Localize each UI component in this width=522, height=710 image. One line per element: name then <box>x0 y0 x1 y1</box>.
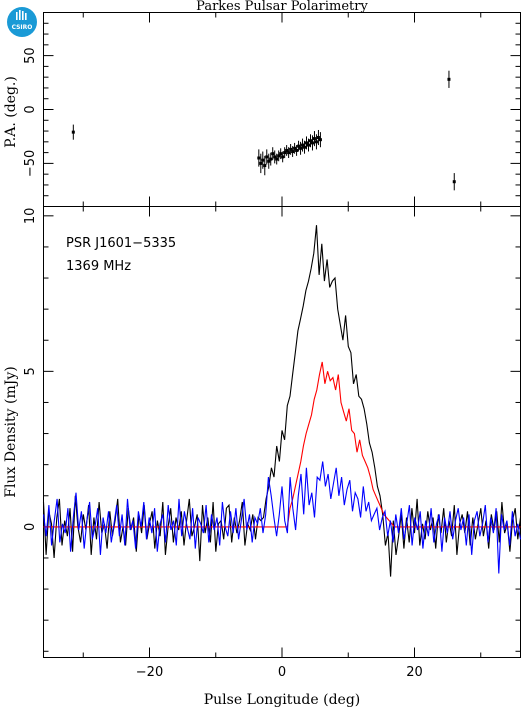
csiro-logo-text: CSIRO <box>12 24 33 31</box>
flux-axis-ticks <box>43 206 521 658</box>
pa-ytick-label: 0 <box>23 105 38 113</box>
csiro-logo: CSIRO <box>7 7 37 37</box>
pa-point <box>307 138 310 152</box>
flux-ylabel: Flux Density (mJy) <box>3 366 19 497</box>
pa-axis-ticks <box>43 12 521 207</box>
pa-point <box>71 124 75 140</box>
pa-point <box>259 153 263 174</box>
pa-point <box>299 141 303 155</box>
pa-point <box>303 140 307 154</box>
flux-tick-labels: 0 5 10 −20 0 20 <box>23 208 423 680</box>
pa-point <box>308 134 312 148</box>
flux-panel: 0 5 10 −20 0 20 PSR J1601−5335 1369 MHz Flux … <box>3 206 522 708</box>
frequency-label: 1369 MHz <box>66 259 131 274</box>
pa-point <box>316 129 320 146</box>
flux-ytick-label: 10 <box>23 208 38 225</box>
flux-xlabel: Pulse Longitude (deg) <box>204 692 361 708</box>
pa-point <box>263 155 267 176</box>
flux-xtick-label: −20 <box>136 665 163 680</box>
flux-xtick-label: 0 <box>278 665 286 680</box>
pa-point <box>273 150 277 164</box>
pa-point <box>314 134 318 150</box>
pa-point <box>297 140 301 152</box>
pa-point <box>287 147 291 158</box>
pa-point <box>285 145 289 156</box>
pa-point <box>281 151 285 163</box>
pa-ytick-label: −50 <box>23 150 38 177</box>
pa-point <box>277 150 281 162</box>
flux-xtick-label: 20 <box>406 665 423 680</box>
pa-point <box>261 151 265 169</box>
pa-point <box>310 135 314 151</box>
flux-ytick-label: 0 <box>23 523 38 531</box>
pa-panel-frame <box>43 12 521 207</box>
pa-point <box>452 173 456 191</box>
pulsar-name-label: PSR J1601−5335 <box>66 236 176 251</box>
pa-point <box>271 147 275 161</box>
pa-tick-labels: −50 0 50 <box>23 47 38 177</box>
flux-ytick-label: 5 <box>23 367 38 375</box>
pa-point <box>312 131 316 147</box>
pa-point <box>275 153 279 165</box>
pa-point <box>305 136 309 150</box>
chart-title: Parkes Pulsar Polarimetry <box>196 0 368 14</box>
pa-point <box>291 146 295 157</box>
pa-panel: −50 0 50 P.A. (deg.) <box>3 12 521 207</box>
pa-point <box>257 149 261 167</box>
csiro-logo-circle <box>7 7 37 37</box>
circular-line <box>42 461 522 574</box>
pa-point <box>267 153 271 169</box>
pa-point <box>295 145 299 156</box>
pa-point <box>279 148 283 160</box>
pa-point <box>447 70 451 88</box>
pa-point <box>293 142 297 154</box>
linear-line <box>43 361 521 528</box>
pa-point <box>283 147 287 158</box>
pa-point <box>301 138 305 152</box>
pa-ytick-label: 50 <box>23 47 38 64</box>
flux-series <box>42 225 522 577</box>
pa-point <box>289 143 293 155</box>
pa-points <box>71 70 456 191</box>
pa-ylabel: P.A. (deg.) <box>3 76 19 148</box>
pa-point <box>269 152 273 166</box>
pa-point <box>318 132 322 148</box>
pa-point <box>265 149 269 165</box>
